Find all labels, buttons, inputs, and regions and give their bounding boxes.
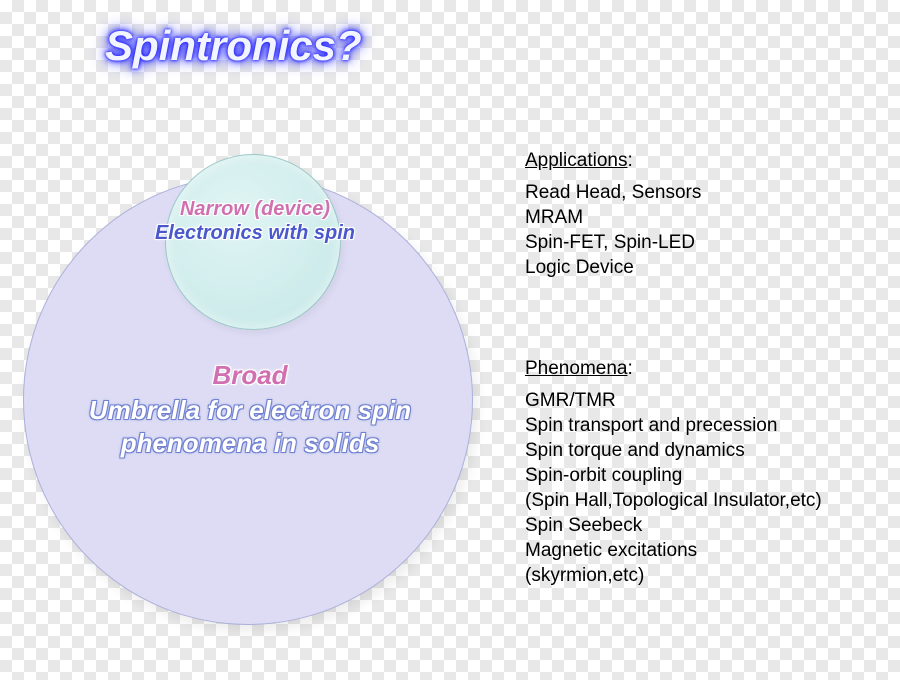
applications-heading-suffix: : <box>627 150 632 171</box>
phenomena-heading: Phenomena: <box>525 358 822 380</box>
phenomena-heading-text: Phenomena <box>525 358 627 379</box>
phenomena-block: Phenomena: GMR/TMR Spin transport and pre… <box>525 358 822 590</box>
narrow-label-line2: Electronics with spin <box>110 222 400 245</box>
applications-heading-text: Applications <box>525 150 627 171</box>
applications-heading: Applications: <box>525 150 701 172</box>
narrow-label-line1: Narrow (device) <box>130 198 380 221</box>
broad-label-line2b: phenomena in solids <box>40 428 460 459</box>
list-item: MRAM <box>525 207 701 229</box>
applications-block: Applications: Read Head, Sensors MRAM Spin… <box>525 150 701 282</box>
list-item: Spin-FET, Spin-LED <box>525 232 701 254</box>
main-title: Spintronics? <box>105 22 362 70</box>
list-item: Read Head, Sensors <box>525 182 701 204</box>
list-item: Logic Device <box>525 257 701 279</box>
phenomena-heading-suffix: : <box>627 358 632 379</box>
list-item: Spin transport and precession <box>525 415 822 437</box>
list-item: Spin-orbit coupling <box>525 465 822 487</box>
broad-label-line1: Broad <box>80 360 420 391</box>
list-item: Spin Seebeck <box>525 515 822 537</box>
list-item: GMR/TMR <box>525 390 822 412</box>
list-item: (skyrmion,etc) <box>525 565 822 587</box>
list-item: Magnetic excitations <box>525 540 822 562</box>
list-item: (Spin Hall,Topological Insulator,etc) <box>525 490 822 512</box>
list-item: Spin torque and dynamics <box>525 440 822 462</box>
broad-label-line2a: Umbrella for electron spin <box>40 395 460 426</box>
